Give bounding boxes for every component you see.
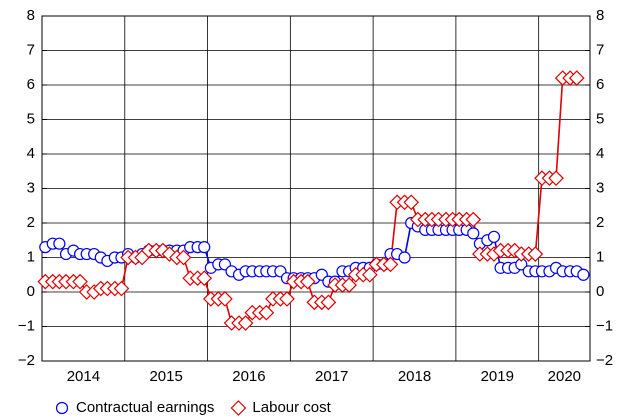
y-tick-label: 1 bbox=[27, 248, 35, 265]
y2-tick-label: 6 bbox=[596, 76, 604, 93]
legend-label: Labour cost bbox=[252, 399, 331, 416]
y2-tick-label: 5 bbox=[596, 110, 604, 127]
y2-tick-label: 7 bbox=[596, 41, 604, 58]
data-point bbox=[527, 246, 544, 262]
data-point bbox=[198, 241, 211, 254]
data-point bbox=[72, 273, 88, 290]
data-point bbox=[237, 315, 254, 331]
data-point bbox=[548, 170, 564, 186]
y2-tick-label: 0 bbox=[596, 283, 604, 300]
data-point bbox=[175, 249, 192, 266]
legend-label: Contractual earnings bbox=[76, 399, 214, 416]
data-point bbox=[279, 291, 295, 307]
x-tick-label: 2018 bbox=[398, 368, 431, 385]
data-point bbox=[568, 70, 585, 86]
data-point bbox=[341, 277, 357, 293]
data-point bbox=[196, 270, 213, 287]
y-tick-label: −2 bbox=[18, 352, 35, 369]
data-point bbox=[217, 291, 233, 307]
x-tick-label: 2020 bbox=[548, 368, 581, 385]
y2-tick-label: 4 bbox=[596, 145, 604, 162]
data-point bbox=[467, 227, 480, 240]
y2-tick-label: 8 bbox=[596, 7, 604, 24]
data-point bbox=[487, 230, 501, 243]
y2-tick-label: 2 bbox=[596, 214, 604, 231]
y-tick-label: 8 bbox=[27, 7, 35, 24]
legend-marker bbox=[55, 401, 69, 415]
data-point bbox=[299, 273, 316, 290]
y2-tick-label: 1 bbox=[596, 248, 604, 265]
y2-tick-label: −1 bbox=[596, 317, 613, 334]
y2-tick-label: −2 bbox=[596, 352, 613, 369]
data-point bbox=[577, 268, 590, 281]
y-tick-label: 0 bbox=[27, 283, 35, 300]
y2-tick-label: 3 bbox=[596, 179, 604, 196]
y-tick-label: −1 bbox=[18, 317, 35, 334]
data-point bbox=[382, 256, 399, 273]
data-point bbox=[258, 304, 275, 321]
plot-frame bbox=[41, 15, 591, 362]
x-tick-label: 2014 bbox=[67, 368, 100, 385]
data-point bbox=[403, 194, 420, 211]
x-tick-label: 2015 bbox=[149, 368, 182, 385]
y-tick-label: 2 bbox=[27, 214, 35, 231]
y-tick-label: 3 bbox=[27, 179, 35, 196]
data-point bbox=[398, 251, 411, 264]
y-tick-label: 7 bbox=[27, 41, 35, 58]
y-tick-label: 4 bbox=[27, 145, 35, 162]
y-tick-label: 6 bbox=[27, 76, 35, 93]
data-point bbox=[361, 266, 378, 283]
x-tick-label: 2016 bbox=[232, 368, 265, 385]
x-tick-label: 2019 bbox=[481, 368, 514, 385]
legend-marker bbox=[230, 400, 247, 416]
data-point bbox=[53, 237, 66, 250]
y-tick-label: 5 bbox=[27, 110, 35, 127]
data-point bbox=[465, 211, 482, 228]
data-point bbox=[320, 294, 337, 311]
x-tick-label: 2017 bbox=[315, 368, 348, 385]
data-point bbox=[113, 280, 130, 297]
